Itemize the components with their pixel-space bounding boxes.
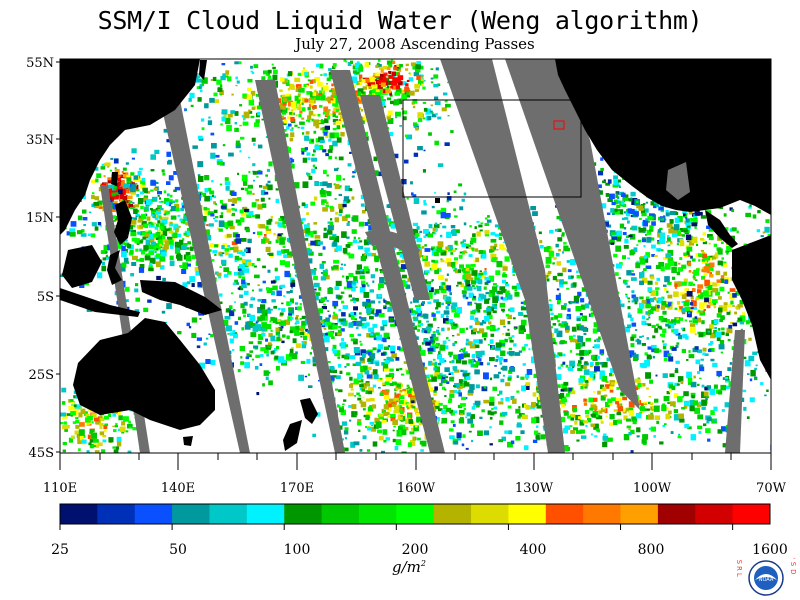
lon-label-130w: 130W <box>515 481 554 496</box>
colorbar-swatch <box>508 504 547 524</box>
colorbar-labels: 25 50 100 200 400 800 1600 <box>51 542 788 558</box>
esrl-text: ESRL <box>735 558 743 579</box>
map-title: SSM/I Cloud Liquid Water (Weng algorithm… <box>97 6 703 35</box>
swath-gap-8 <box>725 330 745 453</box>
colorbar-swatch <box>209 504 248 524</box>
lon-label-170e: 170E <box>280 481 314 496</box>
colorbar-units: g/m2 <box>392 560 426 575</box>
swath-gap-6 <box>440 59 565 453</box>
colorbar-label-50: 50 <box>169 542 187 558</box>
new-zealand-north-land <box>300 398 318 424</box>
map-subtitle: July 27, 2008 Ascending Passes <box>295 35 535 53</box>
noaa-text: NOAA <box>759 577 774 583</box>
colorbar-swatch <box>433 504 472 524</box>
new-guinea-land <box>140 280 222 315</box>
esrl-letters: ESRL <box>735 558 743 579</box>
small-red-box <box>553 120 565 130</box>
lat-label-55n: 55N <box>26 56 54 71</box>
north-america-land <box>555 59 771 215</box>
colorbar-swatch <box>97 504 136 524</box>
colorbar-swatch <box>545 504 584 524</box>
colorbar-label-400: 400 <box>520 542 547 558</box>
baja-gulf-water <box>666 162 690 200</box>
colorbar-swatch <box>695 504 734 524</box>
colorbar-label-1600: 1600 <box>752 542 788 558</box>
longitude-labels: 110E 140E 170E 160W 130W 100W 70W <box>43 481 787 496</box>
taiwan-land <box>111 172 118 186</box>
tasmania-land <box>183 436 193 446</box>
noaa-logo: ESRL PSD NOAA <box>735 558 797 596</box>
longitude-axis <box>59 453 772 470</box>
colorbar-swatch <box>620 504 659 524</box>
colorbar-swatch <box>358 504 397 524</box>
sulawesi-land <box>107 250 122 285</box>
analysis-box <box>402 99 582 198</box>
sakhalin-land <box>199 60 207 80</box>
colorbar-swatch <box>657 504 696 524</box>
noaa-emblem-inner <box>754 566 778 590</box>
colorbar-label-100: 100 <box>284 542 311 558</box>
land <box>60 59 771 451</box>
colorbar-swatch <box>321 504 360 524</box>
caribbean-islands <box>740 182 766 199</box>
central-america-land <box>705 210 738 248</box>
colorbar-label-25: 25 <box>51 542 69 558</box>
colorbar-swatch <box>246 504 285 524</box>
colorbar-swatch <box>583 504 622 524</box>
colorbar-frame <box>59 503 771 525</box>
units-text: g/m <box>392 558 421 576</box>
colorbar-swatch <box>396 504 435 524</box>
lat-label-25s: 25S <box>29 368 54 383</box>
colorbar-label-200: 200 <box>402 542 429 558</box>
swath-gap-7 <box>505 59 640 410</box>
colorbar-swatch <box>471 504 509 524</box>
colorbar-swatch <box>284 504 323 524</box>
swath-gap-2 <box>160 100 250 453</box>
sumatra-java-land <box>60 288 140 317</box>
colorbar <box>59 503 771 530</box>
psd-text: PSD <box>789 558 797 578</box>
lat-label-15n: 15N <box>26 211 54 226</box>
psd-letters: PSD <box>789 558 797 578</box>
lon-label-160w: 160W <box>397 481 436 496</box>
philippines-land <box>114 200 132 245</box>
japan-land <box>152 62 195 112</box>
colorbar-swatch <box>60 504 98 524</box>
lon-label-100w: 100W <box>633 481 672 496</box>
lat-label-45s: 45S <box>29 446 54 461</box>
lat-label-35n: 35N <box>26 133 54 148</box>
borneo-land <box>62 245 102 288</box>
noaa-gull-icon <box>755 574 777 580</box>
australia-land <box>73 318 215 430</box>
units-exponent: 2 <box>420 559 426 568</box>
lat-label-5s: 5S <box>37 290 54 305</box>
swath-gap-9 <box>365 230 420 262</box>
swath-gap-3 <box>255 80 345 453</box>
lon-label-140e: 140E <box>161 481 195 496</box>
colorbar-label-800: 800 <box>638 542 665 558</box>
swath-gap-4 <box>330 70 445 453</box>
south-america-land <box>732 235 771 380</box>
latitude-axis: 55N 35N 15N 5S 25S 45S <box>26 56 60 461</box>
colorbar-swatch <box>732 504 771 524</box>
new-zealand-south-land <box>283 420 302 451</box>
hawaii-land <box>435 198 440 203</box>
lon-label-70w: 70W <box>756 481 787 496</box>
colorbar-swatch <box>172 504 210 524</box>
colorbar-swatch <box>134 504 173 524</box>
lon-label-110e: 110E <box>43 481 77 496</box>
